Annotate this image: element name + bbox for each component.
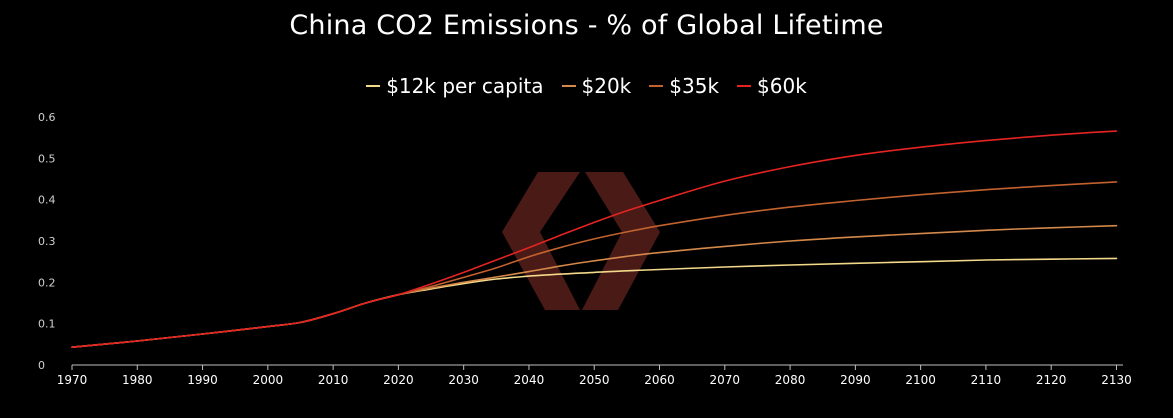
x-tick-label: 2010 xyxy=(318,373,349,387)
series-line-3[interactable] xyxy=(71,130,1118,348)
logo-right-shard xyxy=(582,172,660,310)
x-tick-label: 2030 xyxy=(448,373,479,387)
y-tick-label: 0.3 xyxy=(38,235,56,248)
y-tick-label: 0.6 xyxy=(38,111,56,124)
x-tick-label: 2060 xyxy=(644,373,675,387)
x-tick-label: 2100 xyxy=(905,373,936,387)
legend-item-20k[interactable]: $20k xyxy=(561,74,632,98)
y-axis: 0 0.1 0.2 0.3 0.4 0.5 0.6 xyxy=(38,111,56,372)
y-tick-label: 0.2 xyxy=(38,276,56,289)
y-tick-label: 0 xyxy=(38,359,45,372)
x-tick-label: 2090 xyxy=(840,373,871,387)
x-tick-label: 1980 xyxy=(122,373,153,387)
series-line-2[interactable] xyxy=(71,181,1118,348)
legend-swatch xyxy=(649,85,664,87)
legend-label: $35k xyxy=(669,74,720,98)
x-tick-label: 2020 xyxy=(383,373,414,387)
legend-swatch xyxy=(737,85,752,87)
legend-item-35k[interactable]: $35k xyxy=(649,74,719,98)
legend-swatch xyxy=(561,85,576,87)
x-tick-label: 2130 xyxy=(1101,373,1132,387)
x-tick-label: 1970 xyxy=(57,373,88,387)
x-tick-label: 1990 xyxy=(187,373,218,387)
legend-swatch xyxy=(366,85,381,87)
legend-item-60k[interactable]: $60k xyxy=(737,74,807,98)
x-tick-label: 2120 xyxy=(1036,373,1067,387)
legend-label: $20k xyxy=(581,74,632,98)
legend: $12k per capita $20k $35k $60k xyxy=(0,74,1173,98)
x-tick-label: 2110 xyxy=(971,373,1002,387)
chart-title: China CO2 Emissions - % of Global Lifeti… xyxy=(289,10,884,41)
series-lines xyxy=(71,130,1118,348)
x-tick-label: 2050 xyxy=(579,373,610,387)
legend-item-12k[interactable]: $12k per capita xyxy=(366,74,544,98)
y-tick-label: 0.4 xyxy=(38,194,56,207)
x-tick-label: 2070 xyxy=(710,373,741,387)
hexagon-logo-icon xyxy=(502,172,660,310)
y-tick-label: 0.5 xyxy=(38,152,56,165)
x-tick-label: 2040 xyxy=(514,373,545,387)
logo-left-shard xyxy=(502,172,580,310)
y-tick-label: 0.1 xyxy=(38,318,56,331)
legend-label: $12k per capita xyxy=(386,74,544,98)
x-tick-label: 2000 xyxy=(253,373,284,387)
x-tick-label: 2080 xyxy=(775,373,806,387)
legend-label: $60k xyxy=(757,74,807,98)
x-axis: 1970 1980 1990 2000 2010 2020 2030 2040 2050 2060… xyxy=(57,364,1132,387)
